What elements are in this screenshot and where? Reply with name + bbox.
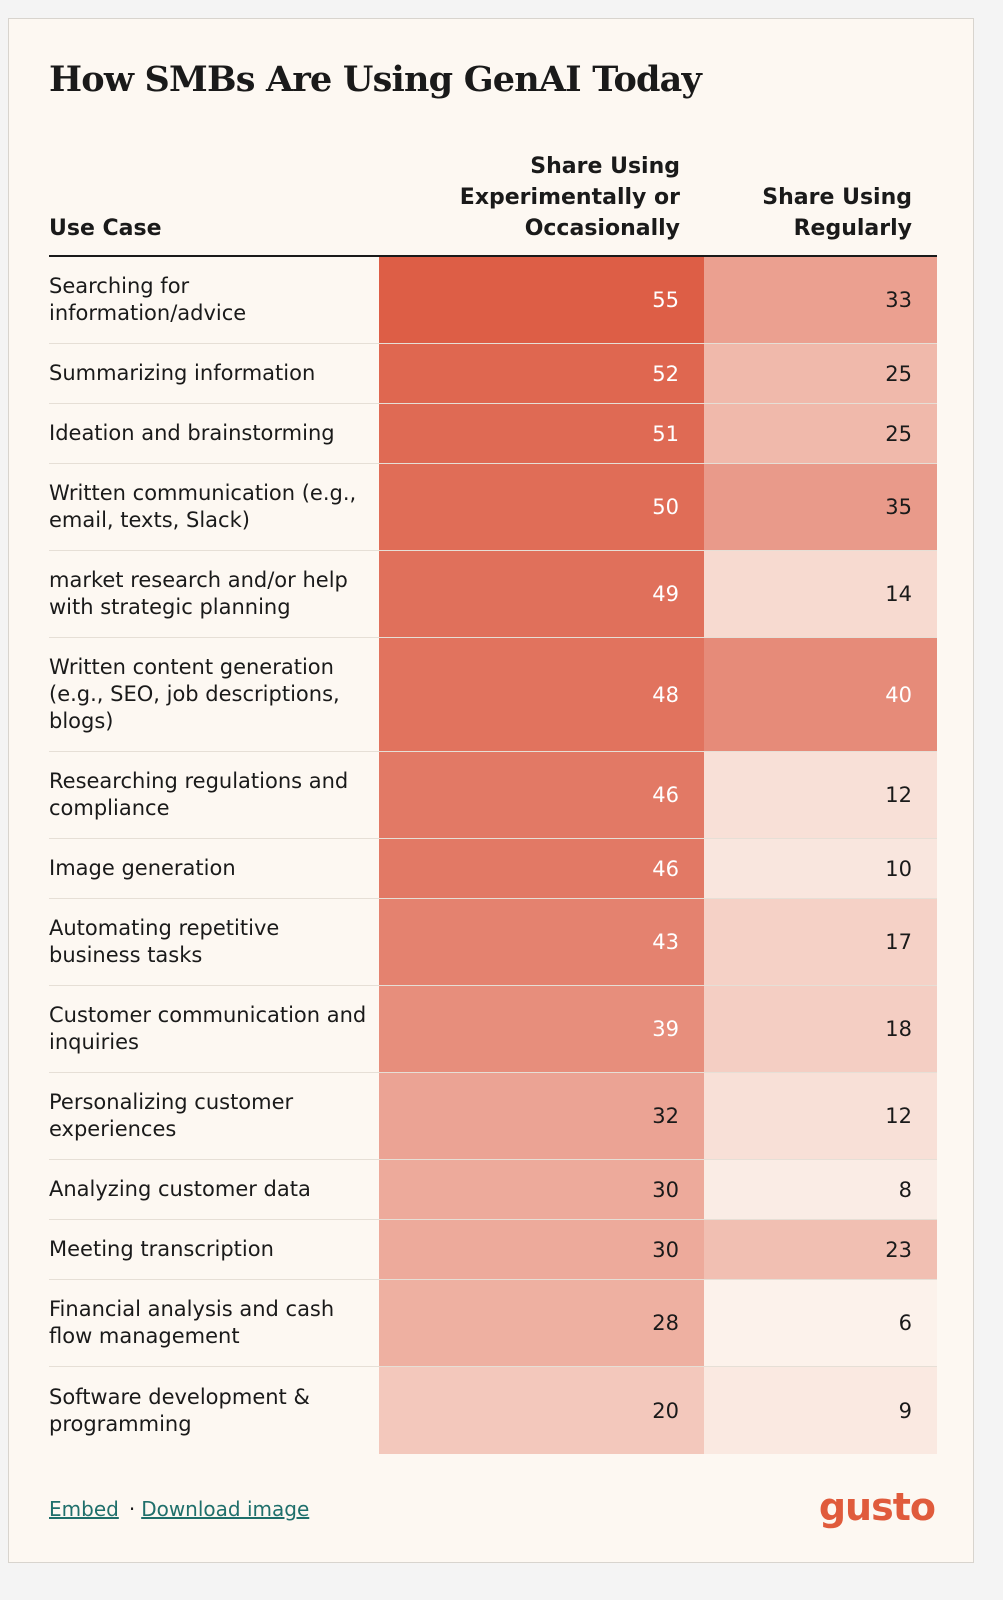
table-row: Researching regulations and compliance 46…	[49, 752, 937, 839]
table-row: Image generation 46 10	[49, 839, 937, 899]
use-case-label: Researching regulations and compliance	[49, 769, 349, 820]
regular-share-cell: 35	[704, 464, 937, 550]
experimental-share-cell: 43	[379, 899, 704, 985]
table-body: Searching for information/advice 55 33 Summ…	[49, 257, 937, 1454]
regular-share-cell: 14	[704, 551, 937, 637]
use-case-label: Summarizing information	[49, 361, 316, 385]
experimental-share-cell: 49	[379, 551, 704, 637]
regular-share-cell: 25	[704, 404, 937, 463]
experimental-share-cell: 32	[379, 1073, 704, 1159]
regular-share-cell: 6	[704, 1280, 937, 1366]
experimental-share-cell: 46	[379, 752, 704, 838]
experimental-share-cell: 39	[379, 986, 704, 1072]
table-row: Customer communication and inquiries 39 18	[49, 986, 937, 1073]
chart-title: How SMBs Are Using GenAI Today	[49, 59, 702, 100]
regular-share-cell: 25	[704, 344, 937, 403]
regular-share-cell: 12	[704, 752, 937, 838]
column-header-experimental: Share Using Experimentally or Occasional…	[459, 154, 680, 241]
regular-share-cell: 33	[704, 257, 937, 343]
table-row: Written content generation (e.g., SEO, j…	[49, 638, 937, 752]
experimental-share-cell: 55	[379, 257, 704, 343]
experimental-share-cell: 46	[379, 839, 704, 898]
regular-share-cell: 8	[704, 1160, 937, 1219]
table-row: Automating repetitive business tasks 43 17	[49, 899, 937, 986]
column-header-regular: Share Using Regularly	[762, 185, 912, 241]
header-divider	[49, 255, 937, 257]
download-image-link[interactable]: Download image	[141, 1497, 310, 1521]
regular-share-cell: 9	[704, 1367, 937, 1454]
experimental-share-cell: 30	[379, 1160, 704, 1219]
table-row: market research and/or help with strateg…	[49, 551, 937, 638]
column-header-use-case: Use Case	[49, 216, 162, 241]
experimental-share-cell: 52	[379, 344, 704, 403]
chart-card: How SMBs Are Using GenAI Today Use Case …	[8, 18, 974, 1563]
use-case-label: Personalizing customer experiences	[49, 1090, 294, 1141]
table-row: Ideation and brainstorming 51 25	[49, 404, 937, 464]
use-case-label: Written communication (e.g., email, text…	[49, 481, 357, 532]
table-header: Use Case Share Using Experimentally or O…	[49, 149, 937, 256]
footer-links: Embed · Download image	[49, 1497, 309, 1521]
use-case-label: Ideation and brainstorming	[49, 421, 335, 445]
regular-share-cell: 23	[704, 1220, 937, 1279]
experimental-share-cell: 50	[379, 464, 704, 550]
regular-share-cell: 17	[704, 899, 937, 985]
experimental-share-cell: 20	[379, 1367, 704, 1454]
table-row: Financial analysis and cash flow managem…	[49, 1280, 937, 1367]
experimental-share-cell: 28	[379, 1280, 704, 1366]
use-case-label: Image generation	[49, 856, 236, 880]
regular-share-cell: 12	[704, 1073, 937, 1159]
use-case-label: Software development & programming	[49, 1384, 310, 1436]
use-case-label: Financial analysis and cash flow managem…	[49, 1297, 335, 1348]
use-case-label: Analyzing customer data	[49, 1177, 311, 1201]
regular-share-cell: 18	[704, 986, 937, 1072]
table-row: Searching for information/advice 55 33	[49, 257, 937, 344]
table-row: Meeting transcription 30 23	[49, 1220, 937, 1280]
table-row: Personalizing customer experiences 32 12	[49, 1073, 937, 1160]
table-row: Summarizing information 52 25	[49, 344, 937, 404]
table-row: Software development & programming 20 9	[49, 1367, 937, 1454]
use-case-label: market research and/or help with strateg…	[49, 568, 348, 619]
experimental-share-cell: 51	[379, 404, 704, 463]
table-row: Analyzing customer data 30 8	[49, 1160, 937, 1220]
regular-share-cell: 10	[704, 839, 937, 898]
use-case-label: Meeting transcription	[49, 1237, 274, 1261]
use-case-label: Customer communication and inquiries	[49, 1003, 367, 1054]
gusto-logo: gusto	[818, 1485, 936, 1529]
use-case-label: Searching for information/advice	[49, 274, 247, 325]
experimental-share-cell: 48	[379, 638, 704, 751]
experimental-share-cell: 30	[379, 1220, 704, 1279]
embed-link[interactable]: Embed	[49, 1497, 119, 1521]
footer-separator: ·	[128, 1497, 136, 1521]
use-case-label: Written content generation (e.g., SEO, j…	[49, 655, 340, 733]
regular-share-cell: 40	[704, 638, 937, 751]
table-row: Written communication (e.g., email, text…	[49, 464, 937, 551]
use-case-label: Automating repetitive business tasks	[49, 916, 280, 967]
